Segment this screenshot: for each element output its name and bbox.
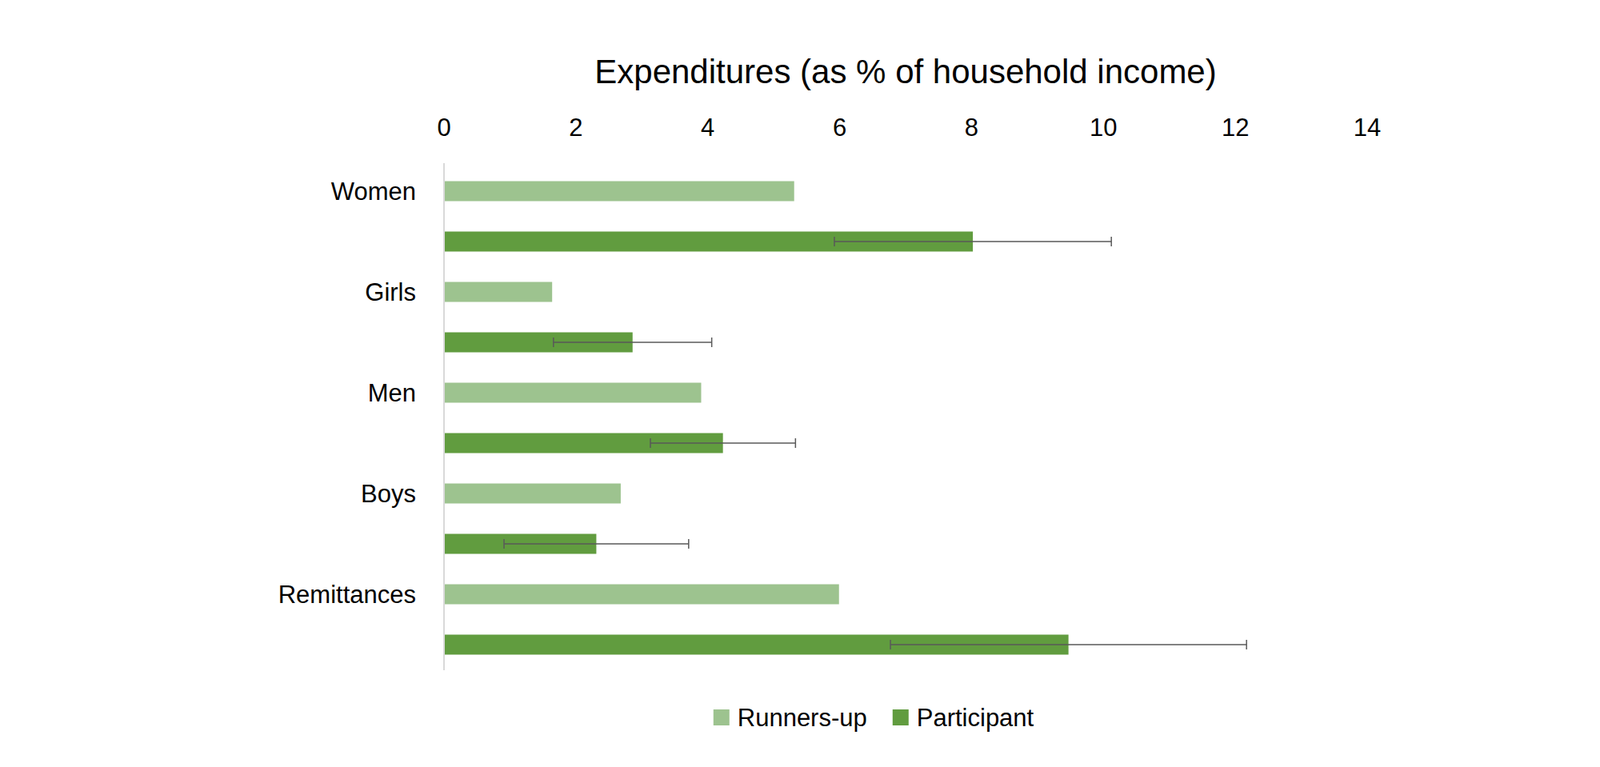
category-label: Remittances xyxy=(278,580,416,609)
chart-title: Expenditures (as % of household income) xyxy=(594,52,1216,91)
legend: Runners-up Participant xyxy=(713,704,1035,732)
error-cap xyxy=(833,236,836,247)
x-tick-label: 0 xyxy=(436,113,451,142)
x-tick-label: 2 xyxy=(568,113,583,142)
error-cap xyxy=(503,539,505,549)
error-bar xyxy=(553,337,712,348)
error-line xyxy=(650,442,796,444)
category-label: Men xyxy=(368,379,416,408)
category-label: Girls xyxy=(364,278,416,307)
x-tick-label: 4 xyxy=(700,113,715,142)
plot-area xyxy=(444,181,1247,656)
error-line xyxy=(504,543,689,545)
error-cap xyxy=(552,337,555,348)
error-cap xyxy=(795,438,797,448)
legend-label: Runners-up xyxy=(737,704,868,732)
bar xyxy=(444,383,701,404)
error-cap xyxy=(1110,236,1112,247)
error-cap xyxy=(649,438,652,448)
bar xyxy=(444,484,621,504)
bar xyxy=(444,181,795,202)
error-line xyxy=(890,644,1247,646)
x-tick-label: 8 xyxy=(964,113,979,142)
error-cap xyxy=(711,337,713,348)
error-cap xyxy=(688,539,690,549)
error-line xyxy=(834,240,1112,243)
error-bar xyxy=(650,438,796,448)
legend-swatch xyxy=(713,709,730,726)
x-tick-label: 10 xyxy=(1089,113,1117,142)
chart: Expenditures (as % of household income) 0… xyxy=(0,0,1600,767)
x-tick-label: 12 xyxy=(1221,113,1249,142)
category-label: Boys xyxy=(360,480,416,508)
category-label: Women xyxy=(331,177,416,206)
x-tick-label: 14 xyxy=(1353,113,1381,142)
legend-label: Participant xyxy=(916,704,1035,732)
bar xyxy=(444,282,552,303)
error-bar xyxy=(834,236,1112,247)
error-line xyxy=(553,341,712,344)
bar xyxy=(444,584,840,605)
error-bar xyxy=(504,539,689,549)
error-cap xyxy=(1245,640,1248,650)
y-axis-line xyxy=(443,163,445,671)
x-tick-label: 6 xyxy=(832,113,847,142)
legend-swatch xyxy=(892,709,909,726)
error-bar xyxy=(890,640,1247,650)
error-cap xyxy=(889,640,892,650)
